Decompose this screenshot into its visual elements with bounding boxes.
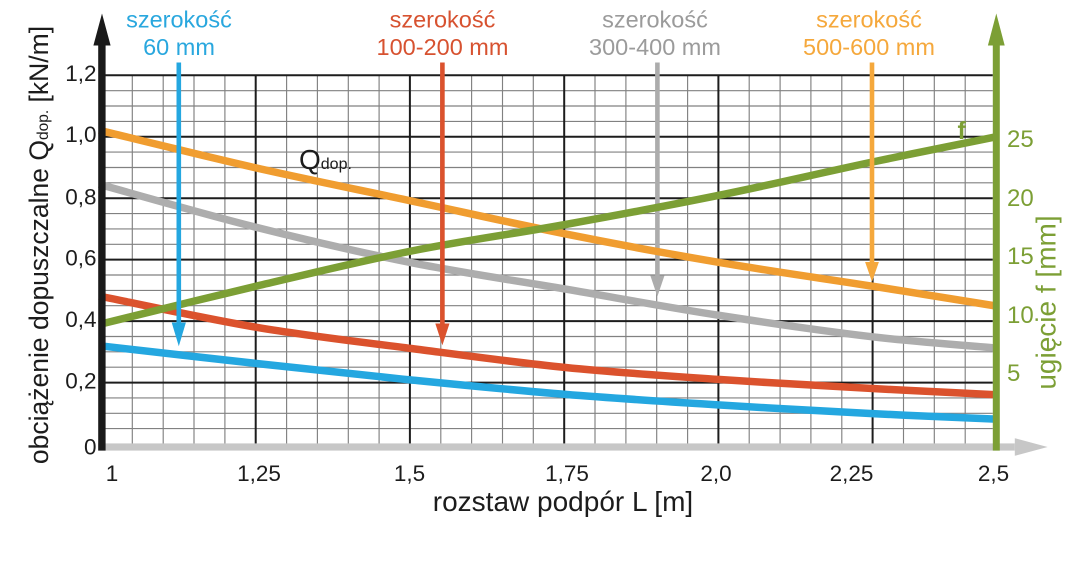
svg-text:0,6: 0,6 xyxy=(65,246,96,271)
svg-text:15: 15 xyxy=(1007,243,1034,270)
svg-text:1,75: 1,75 xyxy=(545,461,589,486)
svg-text:0,4: 0,4 xyxy=(65,307,96,332)
svg-text:rozstaw podpór L [m]: rozstaw podpór L [m] xyxy=(433,486,693,517)
svg-text:1: 1 xyxy=(106,461,119,486)
svg-text:25: 25 xyxy=(1007,126,1034,153)
svg-text:500-600 mm: 500-600 mm xyxy=(803,34,935,60)
svg-text:szerokość: szerokość xyxy=(602,7,708,33)
svg-text:10: 10 xyxy=(1007,302,1034,329)
svg-text:0,8: 0,8 xyxy=(65,185,96,210)
svg-text:szerokość: szerokość xyxy=(126,7,232,33)
svg-text:1,25: 1,25 xyxy=(237,461,281,486)
svg-text:szerokość: szerokość xyxy=(390,7,496,33)
svg-text:100-200 mm: 100-200 mm xyxy=(377,34,509,60)
svg-text:1,0: 1,0 xyxy=(65,122,96,147)
svg-text:2,5: 2,5 xyxy=(978,461,1009,486)
svg-text:f: f xyxy=(958,117,967,145)
svg-text:2,0: 2,0 xyxy=(700,461,731,486)
svg-text:1,2: 1,2 xyxy=(65,61,96,86)
svg-text:2,25: 2,25 xyxy=(830,461,874,486)
svg-text:ugięcie f [mm]: ugięcie f [mm] xyxy=(1031,215,1062,389)
svg-text:60 mm: 60 mm xyxy=(143,34,215,60)
svg-text:obciążenie dopuszczalne Qdop.: obciążenie dopuszczalne Qdop. [kN/m] xyxy=(24,26,54,464)
svg-text:5: 5 xyxy=(1007,360,1020,387)
svg-text:20: 20 xyxy=(1007,185,1034,212)
svg-text:0,2: 0,2 xyxy=(65,369,96,394)
svg-text:300-400 mm: 300-400 mm xyxy=(589,34,721,60)
svg-text:szerokość: szerokość xyxy=(816,7,922,33)
svg-text:0: 0 xyxy=(84,435,97,460)
svg-text:1,5: 1,5 xyxy=(394,461,425,486)
